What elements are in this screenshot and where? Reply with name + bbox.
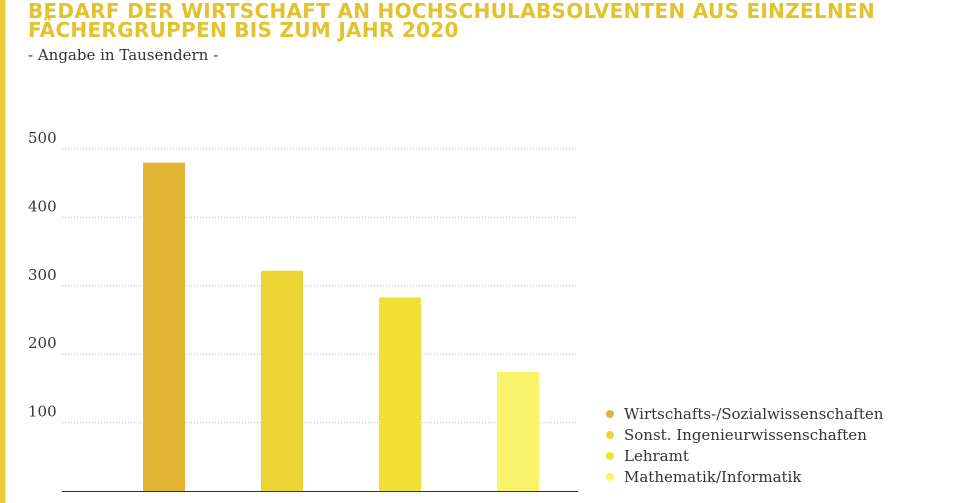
legend-swatch-icon — [606, 472, 614, 481]
bar — [261, 270, 303, 491]
legend-label: Mathematik/Informatik — [624, 467, 802, 486]
y-tick-label: 300 — [28, 266, 57, 284]
bar — [379, 297, 421, 491]
y-tick-label: 500 — [28, 129, 57, 147]
y-tick-label: 400 — [28, 197, 57, 215]
legend-swatch-icon — [606, 451, 614, 460]
legend-label: Sonst. Ingenieurwissenschaften — [624, 425, 867, 444]
legend-label: Wirtschafts-/Sozialwissenschaften — [624, 404, 884, 423]
bar — [143, 162, 185, 491]
chart-subtitle: - Angabe in Tausendern - — [28, 46, 219, 64]
legend: Wirtschafts-/Sozialwissenschaften Sonst.… — [606, 403, 883, 487]
chart-title: BEDARF DER WIRTSCHAFT AN HOCHSCHULABSOLV… — [28, 0, 876, 42]
legend-swatch-icon — [606, 409, 614, 418]
y-tick-label: 100 — [28, 403, 57, 421]
bar — [497, 371, 539, 491]
grid-layer: 100 200 300 400 500 — [28, 129, 578, 424]
legend-label: Lehramt — [624, 446, 689, 465]
accent-rule — [0, 0, 5, 503]
legend-swatch-icon — [606, 430, 614, 439]
legend-item: Wirtschafts-/Sozialwissenschaften — [606, 403, 883, 424]
legend-item: Lehramt — [606, 445, 883, 466]
bars-layer — [143, 162, 539, 491]
legend-item: Sonst. Ingenieurwissenschaften — [606, 424, 883, 445]
legend-item: Mathematik/Informatik — [606, 466, 883, 487]
y-tick-label: 200 — [28, 334, 57, 352]
